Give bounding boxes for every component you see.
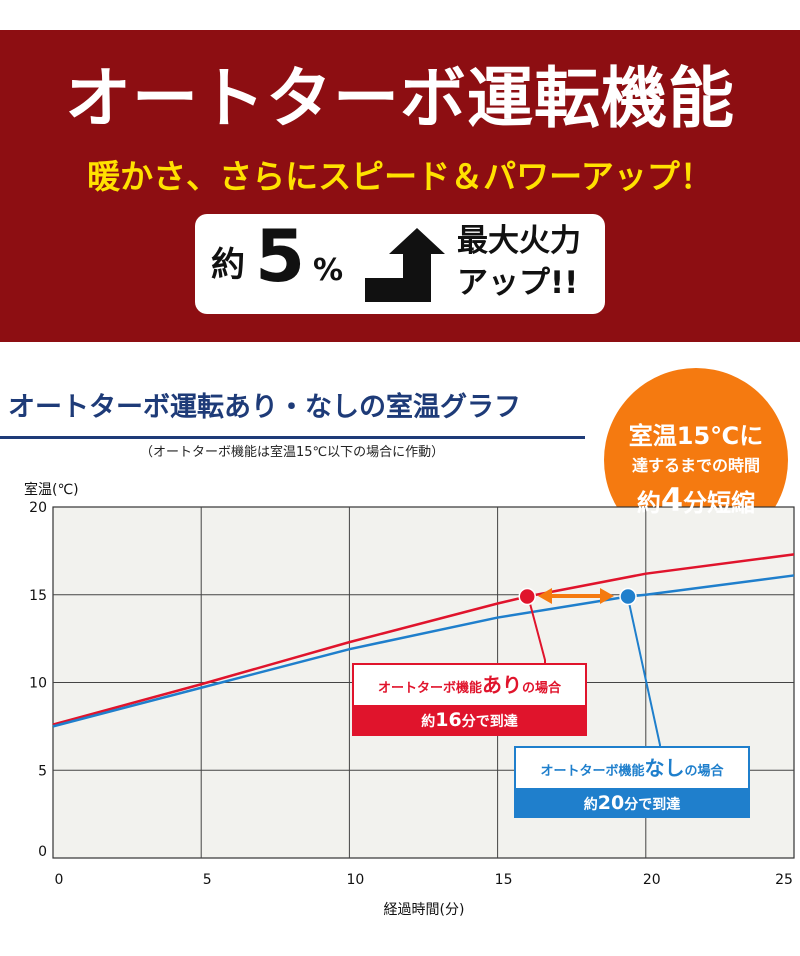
- y-tick-label: 0: [38, 844, 47, 860]
- banner-subtitle: 暖かさ、さらにスピード＆パワーアップ！: [87, 157, 713, 196]
- badge-text-line1: 最大火力: [457, 223, 581, 259]
- ticks: 0 5 10 15 20 25 0 5 10 15 20: [29, 500, 793, 888]
- callout-without-turbo: オートターボ機能なしの場合 約20分で到達: [514, 746, 750, 818]
- callout-without-result-prefix: 約: [583, 797, 598, 813]
- bubble-line3: 約4分短縮: [596, 484, 796, 516]
- callout-with-turbo: オートターボ機能ありの場合 約16分で到達: [352, 663, 587, 736]
- banner-title: オートターボ運転機能: [65, 60, 735, 137]
- series-line-without: [52, 574, 795, 728]
- banner: オートターボ運転機能 暖かさ、さらにスピード＆パワーアップ！ 約 5 % 最大火…: [0, 30, 800, 342]
- up-arrow-icon: [365, 228, 445, 302]
- markers: [518, 587, 637, 606]
- callout-with-result-number: 16: [435, 709, 462, 731]
- callout-with-label-prefix: オートターボ機能: [377, 681, 482, 696]
- badge-text-line2: アップ!!: [457, 265, 579, 301]
- x-tick-label: 15: [495, 872, 513, 888]
- bubble-line2: 達するまでの時間: [631, 456, 760, 475]
- callout-with-result-prefix: 約: [421, 714, 436, 730]
- y-axis-label: 室温(℃): [24, 481, 79, 498]
- marker-without: [619, 587, 637, 606]
- bubble-line1: 室温15℃に: [628, 422, 764, 450]
- callout-without-label-em: なし: [644, 756, 685, 780]
- badge-number: 5: [255, 214, 306, 298]
- series-line-with: [52, 553, 795, 726]
- callout-with-label-suffix: の場合: [522, 681, 562, 696]
- callout-without-result-suffix: 分で到達: [624, 797, 681, 813]
- callout-without-label: オートターボ機能なしの場合: [516, 748, 748, 788]
- callout-with-result-suffix: 分で到達: [461, 714, 518, 730]
- x-tick-label: 20: [643, 872, 661, 888]
- callout-with-result: 約16分で到達: [354, 705, 585, 736]
- graph-note: （オートターボ機能は室温15℃以下の場合に作動）: [140, 445, 445, 460]
- red-leader-line: [527, 595, 546, 663]
- callout-without-label-prefix: オートターボ機能: [540, 764, 645, 779]
- badge-prefix: 約: [211, 245, 245, 285]
- double-arrow-icon: [538, 588, 614, 604]
- bubble-line3-number: 4: [660, 481, 684, 519]
- x-tick-label: 5: [203, 872, 212, 888]
- x-axis-label: 経過時間(分): [384, 902, 465, 918]
- callout-with-label: オートターボ機能ありの場合: [354, 665, 585, 705]
- y-tick-label: 5: [38, 763, 47, 779]
- callout-without-result-number: 20: [597, 792, 625, 814]
- callout-without-label-suffix: の場合: [684, 764, 724, 779]
- title-underline: [0, 436, 585, 439]
- graph-title: オートターボ運転あり・なしの室温グラフ: [8, 392, 521, 423]
- y-tick-label: 10: [29, 676, 47, 692]
- marker-with: [518, 587, 536, 606]
- series: [52, 553, 795, 728]
- blue-leader-line: [627, 597, 661, 746]
- bubble-shape: [604, 368, 788, 552]
- x-tick-label: 10: [346, 872, 364, 888]
- callout-without-result: 約20分で到達: [516, 788, 748, 818]
- bubble-line3-prefix: 約: [636, 489, 661, 517]
- power-badge: 約 5 % 最大火力 アップ!!: [195, 214, 605, 314]
- y-tick-label: 20: [29, 500, 47, 516]
- bubble-line3-suffix: 分短縮: [683, 489, 756, 517]
- x-tick-label: 0: [55, 872, 64, 888]
- y-tick-label: 15: [29, 588, 47, 604]
- callout-with-label-em: あり: [482, 673, 522, 697]
- badge-unit: %: [313, 253, 344, 288]
- x-tick-label: 25: [775, 872, 793, 888]
